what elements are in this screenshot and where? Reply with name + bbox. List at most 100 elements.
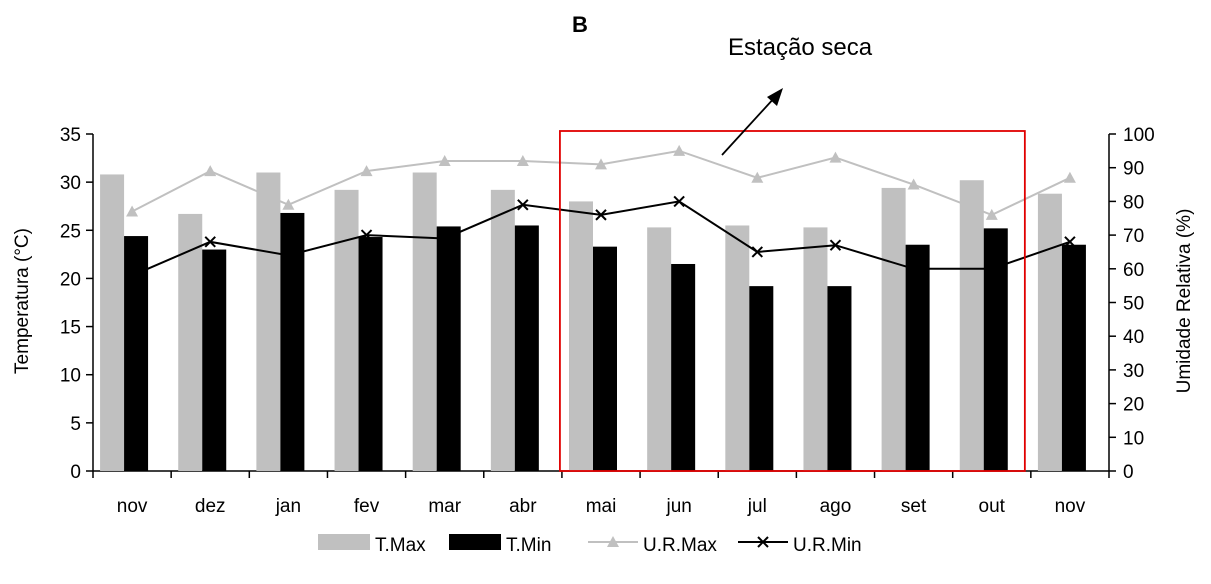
tmax-bar (803, 227, 828, 471)
legend: T.Max T.Min U.R.Max U.R.Min (318, 534, 862, 556)
tmax-bar (256, 172, 281, 471)
urmin-point-stroke (986, 263, 998, 275)
x-tick-label: nov (1055, 496, 1086, 517)
dry-season-highlight (559, 88, 1026, 472)
urmin-point-stroke (126, 269, 138, 282)
urmax-point (751, 171, 764, 183)
tmax-bar (647, 227, 672, 471)
tmax-bar (100, 174, 125, 471)
y2-tick-label: 20 (1123, 395, 1144, 416)
y-tick-label: 25 (60, 221, 81, 242)
urmin-point-stroke (829, 239, 842, 251)
tmax-bar (881, 187, 906, 472)
urmax-point (1063, 171, 1076, 183)
legend-marker-stroke (757, 536, 769, 548)
tmax-bar (334, 189, 359, 472)
urmin-point-stroke (282, 249, 295, 262)
x-tick-label: mar (428, 496, 461, 517)
urmax-point (673, 144, 686, 156)
tmax-bar (490, 189, 515, 472)
y-tick-label: 30 (60, 173, 81, 194)
y2-tick-label: 60 (1123, 260, 1144, 281)
y-tick-label: 0 (70, 462, 81, 483)
y2-tick-label: 10 (1123, 428, 1144, 449)
urmin-point-stroke (673, 195, 685, 208)
tmin-bar (671, 263, 696, 471)
legend-swatch (449, 534, 501, 550)
dry-season-box (559, 130, 1026, 472)
y2-tick-label: 90 (1123, 159, 1144, 180)
urmax-point (282, 198, 295, 210)
urmin-point-stroke (438, 232, 451, 245)
x-tick-label: out (979, 496, 1006, 517)
urmin-point (673, 195, 685, 208)
urmin-point-stroke (204, 236, 216, 248)
y-tick-label: 20 (60, 269, 81, 290)
axes: 0 5 10 15 20 25 30 35 0 10 20 30 40 50 60 70 80 90 100 nov d… (60, 125, 1155, 517)
y2-tick-label: 100 (1123, 125, 1155, 146)
urmin-point-stroke (517, 199, 529, 211)
x-tick-label: abr (509, 496, 537, 517)
dry-season-annotation: Estação seca (728, 34, 873, 61)
urmin-point (204, 236, 216, 248)
legend-swatch (318, 534, 370, 550)
y-axis-label: Temperatura (°C) (12, 228, 33, 374)
x-tick-label: jun (665, 496, 691, 517)
annotation-arrow-line (721, 95, 777, 156)
tmin-bar (827, 286, 852, 471)
legend-label: T.Min (506, 535, 551, 556)
lines (126, 144, 1076, 282)
tmin-bar (280, 212, 305, 471)
legend-label: U.R.Min (793, 535, 862, 556)
urmin-point (829, 239, 842, 251)
urmax-point (126, 205, 139, 217)
bars (100, 172, 1086, 472)
y2-axis-label: Umidade Relativa (%) (1174, 209, 1195, 394)
urmax-point (438, 154, 451, 166)
tmin-bar (1061, 244, 1086, 471)
x-tick-label: set (901, 496, 927, 517)
y2-tick-label: 70 (1123, 226, 1144, 247)
y2-tick-label: 80 (1123, 192, 1144, 213)
tmin-bar (514, 225, 539, 471)
urmin-point-stroke (1064, 236, 1076, 248)
x-tick-label: nov (117, 496, 148, 517)
x-tick-label: mai (586, 496, 617, 517)
y2-tick-label: 40 (1123, 327, 1144, 348)
urmin-point (126, 269, 138, 282)
urmax-point (985, 208, 998, 220)
tmin-bar (124, 236, 149, 471)
legend-marker (757, 536, 769, 548)
urmin-point-stroke (907, 263, 920, 275)
tmin-bar (436, 226, 461, 471)
urmin-point (517, 199, 529, 211)
urmin-point (1064, 236, 1076, 248)
tmin-bar (202, 249, 227, 471)
urmin-point (907, 263, 920, 275)
urmax-point (595, 158, 607, 170)
urmin-point (438, 232, 451, 245)
legend-label: T.Max (375, 535, 426, 556)
y-tick-label: 15 (60, 318, 81, 339)
x-tick-label: ago (820, 496, 852, 517)
urmin-point (282, 249, 295, 262)
y-tick-label: 5 (70, 414, 81, 435)
tmin-bar (905, 244, 930, 471)
y-tick-label: 10 (60, 366, 81, 387)
urmax-point (360, 165, 373, 177)
urmin-point (986, 263, 998, 275)
urmax-point (204, 165, 217, 177)
tmax-bar (1037, 193, 1062, 471)
y2-tick-label: 50 (1123, 294, 1144, 315)
urmax-point (907, 178, 920, 190)
tmax-bar (725, 225, 750, 471)
tmax-bar (412, 172, 437, 471)
tmax-bar (178, 213, 203, 471)
x-tick-label: jul (747, 496, 767, 517)
legend-marker (607, 536, 619, 547)
tmax-bar (959, 180, 984, 471)
y2-tick-label: 30 (1123, 361, 1144, 382)
legend-label: U.R.Max (643, 535, 717, 556)
urmin-point-stroke (360, 229, 373, 241)
